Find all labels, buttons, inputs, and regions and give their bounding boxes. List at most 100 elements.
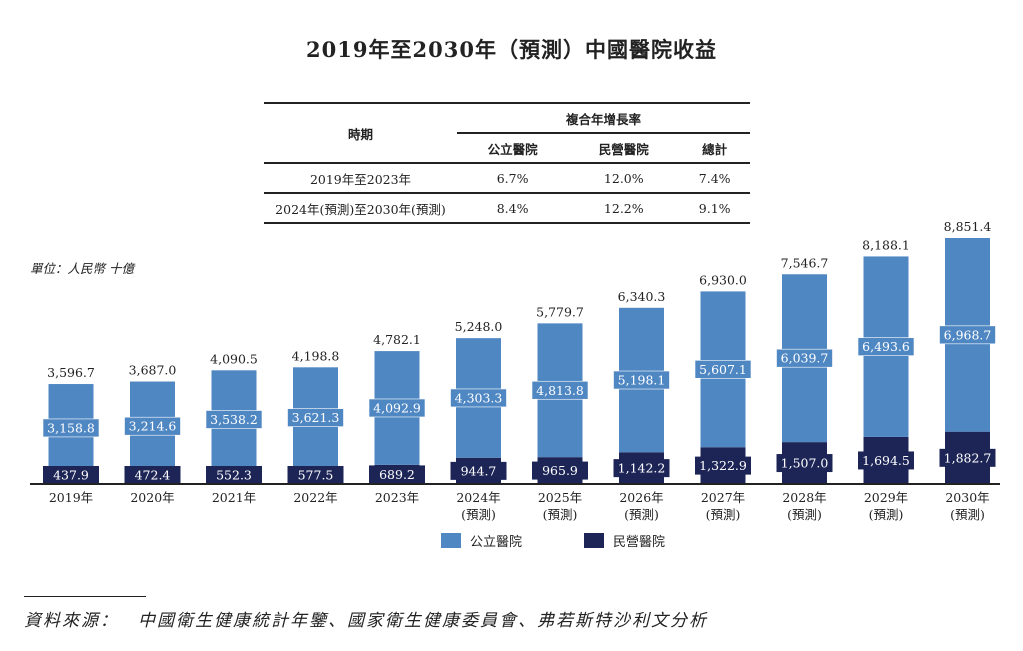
period-cell: 2024年(預測)至2030年(預測) [275,201,446,217]
col-header: 總計 [702,141,728,157]
x-tick-label: 2023年 [375,490,419,505]
x-tick-label: 2026年 [619,490,663,505]
x-tick-label: (預測) [543,507,578,522]
total-label: 4,198.8 [292,348,340,363]
label-box-public [694,360,752,379]
value-cell: 12.2% [603,200,644,216]
x-tick-label: 2028年 [782,490,826,505]
total-label: 4,782.1 [373,332,421,347]
value-label-public: 5,198.1 [618,373,666,388]
value-label-public: 3,158.8 [47,420,95,435]
col-header: 民營醫院 [598,141,649,157]
x-tick-label: 2021年 [212,490,256,505]
total-label: 8,851.4 [944,219,992,234]
total-label: 3,687.0 [129,363,177,378]
total-label: 3,596.7 [47,365,95,380]
label-box-private [939,448,996,467]
x-tick-label: (預測) [787,507,822,522]
value-label-private: 1,694.5 [862,453,910,468]
x-tick-label: 2029年 [864,490,908,505]
value-cell: 6.7% [496,170,529,186]
label-box-private [369,465,425,484]
label-box-private [124,466,181,484]
value-label-private: 437.9 [53,468,89,483]
legend-swatch-public [441,533,461,548]
label-box-public [287,408,344,427]
x-tick-label: (預測) [624,507,659,522]
table-row: 2024年(預測)至2030年(預測) 8.4% 12.2% 9.1% [264,193,750,223]
col-header: 公立醫院 [487,141,538,157]
total-label: 5,779.7 [536,304,584,319]
legend-label-public: 公立醫院 [470,535,522,550]
value-label-public: 3,538.2 [210,412,258,427]
label-box-private [532,461,588,480]
label-box-public [42,418,100,438]
value-label-private: 1,882.7 [944,450,992,465]
x-tick-label: 2024年 [456,490,500,505]
x-tick-label: 2025年 [538,490,582,505]
label-box-private [43,466,99,484]
source-note: 資料來源： 中國衛生健康統計年鑒、國家衛生健康委員會、弗若斯特沙利文分析 [24,611,708,631]
value-label-private: 577.5 [298,468,334,483]
label-box-public [613,370,670,390]
x-tick-label: 2019年 [49,490,93,505]
period-cell: 2019年至2023年 [309,171,412,187]
value-cell: 12.0% [603,170,644,186]
x-tick-label: (預測) [950,507,985,522]
value-cell: 9.1% [698,200,731,216]
label-box-public [450,388,507,408]
value-label-public: 6,493.6 [862,339,910,354]
label-box-private [206,466,262,484]
value-label-public: 3,621.3 [292,410,340,425]
value-label-private: 689.2 [379,467,415,482]
x-tick-label: (預測) [461,507,496,522]
x-tick-label: (預測) [706,507,741,522]
label-box-private [450,461,507,480]
label-box-public [531,380,589,400]
label-box-private [858,451,914,470]
value-label-public: 4,813.8 [536,383,584,398]
label-box-public [939,325,996,345]
total-label: 8,188.1 [862,237,910,252]
x-tick-label: 2030年 [945,490,989,505]
value-label-private: 1,142.2 [618,461,666,476]
value-label-public: 5,607.1 [699,362,747,377]
value-label-public: 4,303.3 [455,390,503,405]
label-box-public [368,398,426,418]
x-tick-label: 2022年 [293,490,337,505]
table-row: 2019年至2023年 6.7% 12.0% 7.4% [264,163,750,193]
value-label-private: 1,322.9 [699,458,747,473]
value-label-public: 3,214.6 [129,419,177,434]
label-box-public [857,337,915,356]
x-tick-label: 2027年 [701,490,745,505]
chart-title: 2019年至2030年（預測）中國醫院收益 [306,37,717,62]
label-box-private [695,456,751,475]
label-box-public [205,410,263,429]
legend-swatch-private [584,533,604,548]
value-cell: 7.4% [698,170,731,186]
legend-label-private: 民營醫院 [613,535,665,550]
value-label-private: 1,507.0 [781,456,829,471]
x-tick-label: (預測) [869,507,904,522]
total-label: 4,090.5 [210,351,258,366]
value-label-public: 4,092.9 [373,400,421,415]
x-tick-label: 2020年 [130,490,174,505]
value-label-public: 6,968.7 [944,327,992,342]
divider [24,596,146,597]
value-label-private: 552.3 [216,468,252,483]
label-box-private [613,459,670,478]
value-label-public: 6,039.7 [781,351,829,366]
label-box-public [776,348,833,368]
value-label-private: 944.7 [461,463,497,478]
total-label: 6,930.0 [699,272,747,287]
group-header: 複合年增長率 [457,103,750,134]
cagr-table: 時期 複合年增長率 公立醫院 民營醫院 總計 2019年至2023年 6.7% 12.0… [264,102,750,224]
unit-label: 單位：人民幣 十億 [30,261,134,276]
value-label-private: 965.9 [542,463,578,478]
value-cell: 8.4% [496,200,529,216]
label-box-private [776,454,833,473]
total-label: 5,248.0 [455,319,503,334]
total-label: 6,340.3 [618,289,666,304]
